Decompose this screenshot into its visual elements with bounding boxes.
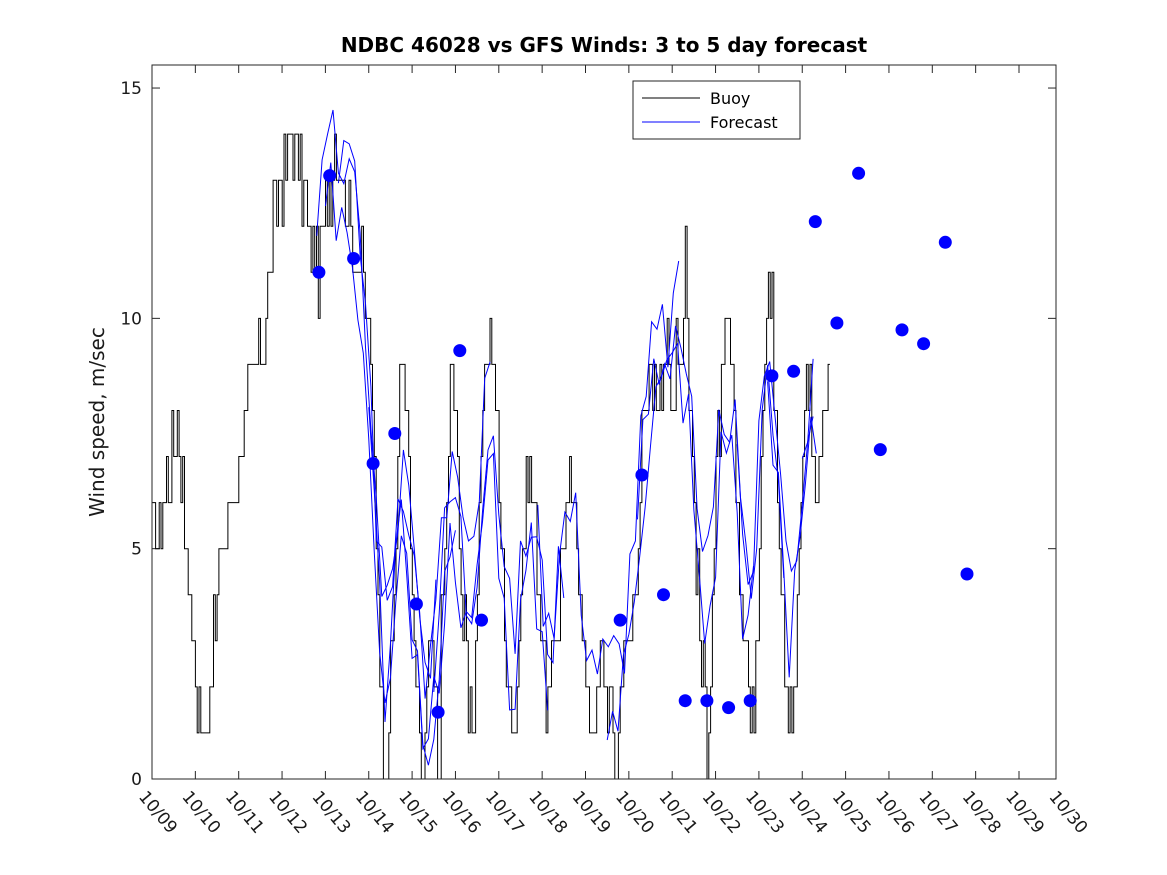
y-tick-label: 0: [131, 770, 142, 790]
forecast-line: [801, 358, 814, 459]
forecast-line: [433, 435, 565, 693]
forecast-marker: [765, 369, 779, 383]
forecast-marker: [613, 613, 627, 627]
forecast-marker: [917, 337, 931, 351]
legend: Buoy Forecast: [632, 80, 801, 140]
forecast-marker: [678, 694, 692, 708]
y-tick-label: 15: [120, 79, 142, 99]
forecast-line: [337, 139, 491, 699]
forecast-marker: [938, 235, 952, 249]
legend-buoy-label: Buoy: [710, 89, 750, 108]
forecast-line: [637, 325, 785, 599]
y-tick-label: 10: [120, 309, 142, 329]
forecast-marker: [312, 265, 326, 279]
forecast-marker: [960, 567, 974, 581]
forecast-marker: [808, 215, 822, 229]
forecast-line: [767, 381, 817, 678]
legend-forecast-label: Forecast: [710, 113, 778, 132]
forecast-marker: [743, 694, 757, 708]
forecast-marker: [475, 613, 488, 627]
y-tick-label: 5: [131, 540, 142, 560]
forecast-line: [368, 407, 549, 751]
forecast-markers: [312, 166, 974, 719]
forecast-marker: [323, 169, 337, 183]
forecast-marker: [409, 597, 423, 611]
forecast-marker: [830, 316, 844, 330]
forecast-marker: [852, 166, 866, 180]
forecast-marker: [366, 457, 380, 470]
forecast-line: [736, 361, 814, 585]
forecast-marker: [657, 588, 670, 602]
y-axis-label: Wind speed, m/sec: [85, 327, 109, 517]
forecast-line: [324, 162, 456, 766]
forecast-line: [537, 260, 680, 675]
forecast-marker: [347, 252, 361, 265]
chart-title: NDBC 46028 vs GFS Winds: 3 to 5 day fore…: [341, 33, 868, 57]
forecast-series: [317, 110, 817, 766]
forecast-marker: [895, 323, 909, 337]
forecast-line: [606, 341, 754, 741]
forecast-marker: [388, 427, 402, 440]
buoy-line: [152, 133, 830, 780]
forecast-marker: [722, 701, 736, 715]
forecast-marker: [787, 364, 801, 378]
legend-box: [632, 80, 801, 140]
plot-frame: [151, 64, 1057, 780]
buoy-series: [152, 133, 830, 780]
forecast-marker: [700, 694, 714, 708]
forecast-marker: [873, 443, 887, 457]
forecast-marker: [453, 344, 467, 358]
forecast-marker: [431, 705, 445, 719]
y-axis-ticks: 0 5 10 15: [120, 79, 1056, 790]
forecast-marker: [635, 468, 649, 482]
